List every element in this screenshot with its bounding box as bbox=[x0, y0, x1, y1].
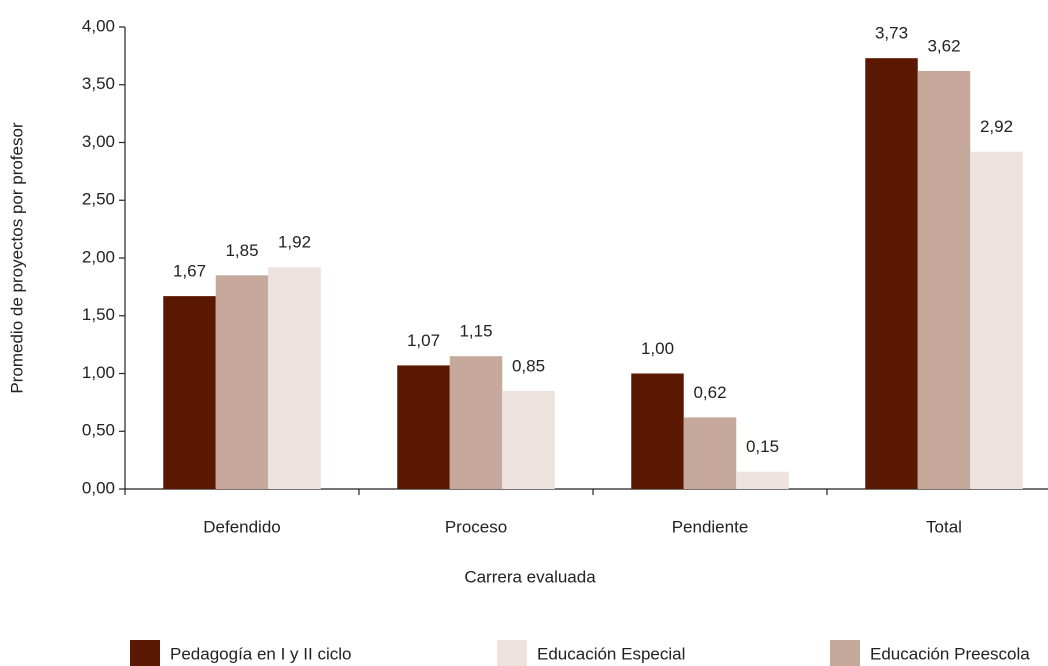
bar bbox=[736, 471, 789, 489]
value-label: 1,15 bbox=[459, 322, 492, 341]
legend-swatch bbox=[130, 640, 160, 666]
bar bbox=[215, 275, 269, 489]
value-label: 1,92 bbox=[278, 233, 311, 252]
y-tick-label: 0,50 bbox=[82, 421, 115, 440]
bar bbox=[163, 296, 216, 489]
bar bbox=[268, 267, 321, 489]
y-tick-label: 4,00 bbox=[82, 16, 115, 35]
value-label: 1,67 bbox=[173, 262, 206, 281]
bar bbox=[631, 373, 684, 489]
bar bbox=[970, 151, 1023, 490]
y-tick-label: 1,00 bbox=[82, 363, 115, 382]
bar bbox=[502, 390, 555, 489]
legend-label: Educación Especial bbox=[537, 644, 685, 663]
bar bbox=[449, 356, 503, 489]
bar bbox=[397, 365, 450, 489]
x-tick-label: Defendido bbox=[203, 517, 281, 536]
value-label: 0,85 bbox=[512, 356, 545, 375]
x-tick-label: Proceso bbox=[445, 517, 507, 536]
y-tick-label: 2,00 bbox=[82, 247, 115, 266]
value-label: 1,85 bbox=[225, 241, 258, 260]
value-label: 1,00 bbox=[641, 339, 674, 358]
value-label: 0,15 bbox=[746, 437, 779, 456]
legend-label: Educación Preescola bbox=[870, 644, 1030, 663]
y-tick-label: 3,00 bbox=[82, 132, 115, 151]
y-tick-label: 3,50 bbox=[82, 74, 115, 93]
legend-swatch bbox=[830, 640, 860, 666]
x-tick-label: Total bbox=[926, 517, 962, 536]
value-label: 3,73 bbox=[875, 24, 908, 43]
value-label: 0,62 bbox=[693, 383, 726, 402]
x-tick-label: Pendiente bbox=[672, 517, 749, 536]
bar bbox=[865, 58, 918, 490]
x-axis-label: Carrera evaluada bbox=[464, 567, 596, 586]
bar bbox=[917, 70, 971, 489]
value-label: 3,62 bbox=[927, 36, 960, 55]
y-tick-label: 0,00 bbox=[82, 478, 115, 497]
legend-label: Pedagogía en I y II ciclo bbox=[170, 644, 351, 663]
value-label: 2,92 bbox=[980, 117, 1013, 136]
y-tick-label: 1,50 bbox=[82, 305, 115, 324]
y-axis-label: Promedio de proyectos por profesor bbox=[7, 122, 26, 394]
legend-swatch bbox=[497, 640, 527, 666]
bar bbox=[683, 417, 737, 489]
value-label: 1,07 bbox=[407, 331, 440, 350]
y-tick-label: 2,50 bbox=[82, 190, 115, 209]
